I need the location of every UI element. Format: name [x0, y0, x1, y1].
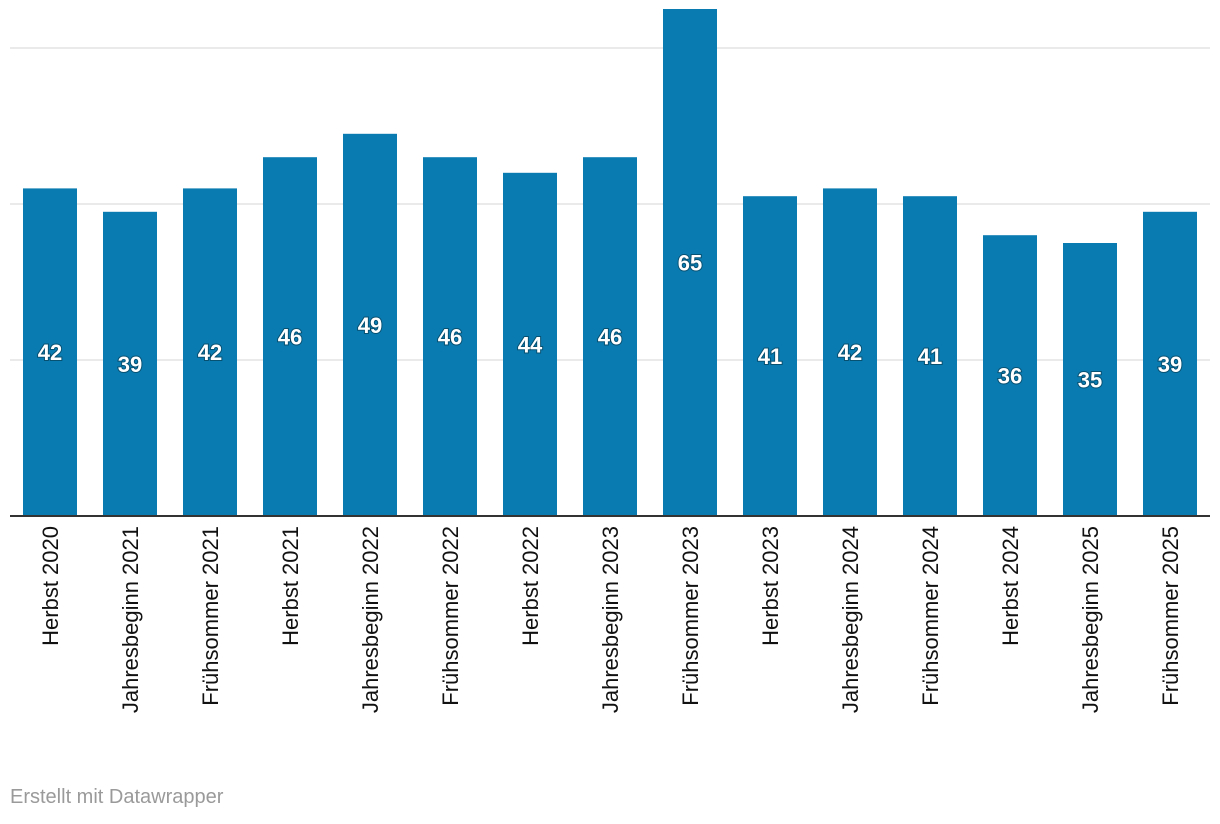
bar-value-label: 65	[678, 251, 702, 276]
bar-value-label: 46	[438, 325, 462, 350]
bar-chart: 42 39 42 46 49 46 44 46 65 41 42 41 36 35 39 Herbst 20…	[10, 9, 1210, 713]
x-tick-label: Frühsommer 2022	[438, 526, 463, 706]
bars	[23, 9, 1197, 517]
x-tick-label: Jahresbeginn 2024	[838, 526, 863, 713]
bar	[183, 188, 237, 516]
bar-value-label: 46	[598, 325, 622, 350]
bar-value-label: 41	[918, 344, 942, 369]
x-tick-label: Jahresbeginn 2025	[1078, 526, 1103, 713]
bar	[503, 172, 557, 517]
x-tick-label: Frühsommer 2021	[198, 526, 223, 706]
bar-value-label: 44	[518, 332, 543, 357]
x-tick-label: Frühsommer 2023	[678, 526, 703, 706]
bar	[583, 157, 637, 516]
x-tick-label: Jahresbeginn 2023	[598, 526, 623, 713]
x-tick-label: Herbst 2020	[38, 526, 63, 646]
x-tick-label: Frühsommer 2025	[1158, 526, 1183, 706]
bar-value-label: 42	[198, 340, 222, 365]
bar	[983, 235, 1037, 516]
bar	[263, 157, 317, 516]
bar	[23, 188, 77, 516]
x-tick-label: Herbst 2023	[758, 526, 783, 646]
x-tick-label: Frühsommer 2024	[918, 526, 943, 706]
bar	[903, 196, 957, 516]
bar	[1143, 211, 1197, 517]
bar-value-label: 36	[998, 364, 1022, 389]
bar-value-label: 46	[278, 325, 302, 350]
bar-value-label: 42	[838, 340, 862, 365]
datawrapper-credit: Erstellt mit Datawrapper	[10, 786, 224, 808]
bar-value-label: 41	[758, 344, 782, 369]
bar-value-label: 35	[1078, 368, 1102, 393]
bar-value-labels: 42 39 42 46 49 46 44 46 65 41 42 41 36 35 39	[37, 250, 1183, 394]
bar-value-label: 42	[38, 340, 62, 365]
x-tick-label: Jahresbeginn 2022	[358, 526, 383, 713]
bar	[743, 196, 797, 516]
x-tick-label: Herbst 2022	[518, 526, 543, 646]
bar-value-label: 39	[1158, 352, 1182, 377]
bar-value-label: 49	[358, 313, 382, 338]
x-axis-tick-labels: Herbst 2020 Jahresbeginn 2021 Frühsommer 2…	[38, 526, 1183, 713]
bar	[343, 133, 397, 517]
x-tick-label: Herbst 2021	[278, 526, 303, 646]
bar	[823, 188, 877, 516]
bar	[1063, 243, 1117, 516]
x-tick-label: Jahresbeginn 2021	[118, 526, 143, 713]
bar	[423, 157, 477, 516]
bar-value-label: 39	[118, 352, 142, 377]
bar	[103, 211, 157, 517]
x-tick-label: Herbst 2024	[998, 526, 1023, 646]
bar	[663, 9, 717, 516]
